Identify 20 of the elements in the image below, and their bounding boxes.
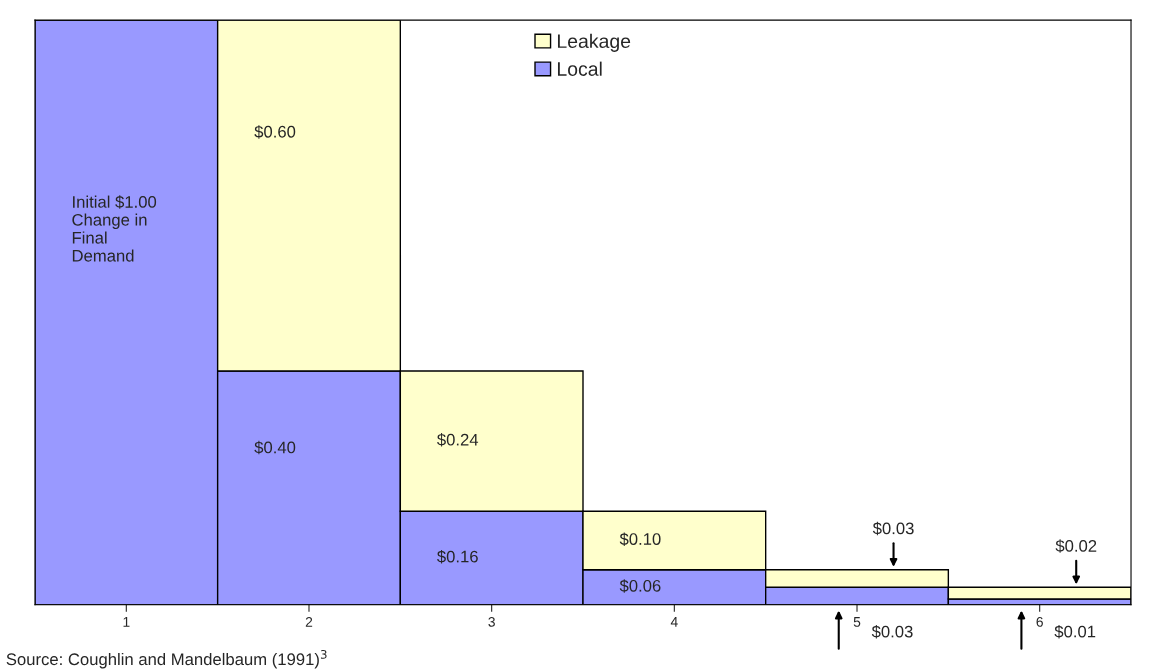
data-label: $0.40 — [254, 440, 296, 455]
data-label: $0.06 — [619, 579, 661, 593]
data-label: $0.10 — [619, 532, 661, 546]
x-tick-label: 6 — [1036, 616, 1043, 627]
data-label: $0.02 — [1055, 539, 1097, 553]
data-label: $0.01 — [1054, 625, 1096, 639]
legend-label: Local — [557, 61, 602, 76]
data-label: $0.16 — [437, 550, 478, 564]
data-label: $0.03 — [872, 521, 914, 536]
data-label: $0.60 — [254, 125, 296, 139]
x-tick-label: 2 — [305, 616, 313, 627]
source-note: Source: Coughlin and Mandelbaum (1991)$^{3}$ — [6, 649, 327, 669]
data-label: Initial $1.00 Change in Final Demand — [72, 195, 157, 262]
data-label: $0.03 — [871, 625, 913, 639]
legend-label: Leakage — [557, 33, 631, 52]
x-tick-label: 3 — [488, 616, 495, 627]
x-tick-label: 1 — [123, 617, 130, 627]
x-tick-label: 4 — [670, 617, 678, 627]
x-tick-label: 5 — [853, 617, 861, 627]
data-label: $0.24 — [437, 433, 479, 447]
